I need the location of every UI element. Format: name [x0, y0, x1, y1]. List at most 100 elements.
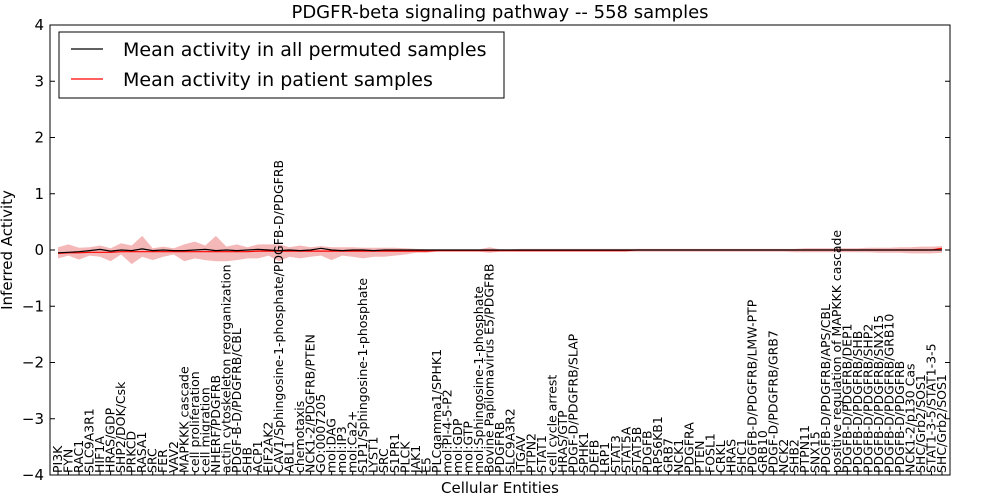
- category-label: RAC1: [71, 440, 86, 473]
- y-axis-ticks: −4 −3 −2 −1 0 1 2 3 4: [22, 16, 950, 484]
- category-label: PRKCD: [124, 431, 139, 473]
- category-label: PDGFB-D/PDGFRB/GRB10: [881, 314, 896, 473]
- x-axis-ticks: [57, 471, 943, 475]
- category-label: PDGF-B-D/PDGFRB/CBL: [229, 328, 244, 473]
- category-label: LYST1: [366, 437, 381, 473]
- y-axis-label: Inferred Activity: [0, 190, 16, 310]
- category-label: SNX15: [808, 431, 823, 473]
- y-tick-label: −3: [22, 410, 44, 428]
- category-label: HRAS: [724, 439, 739, 473]
- category-label: PDGFB: [639, 430, 654, 473]
- category-label: PDGFB-D/PDGFRB/SHB: [850, 331, 865, 473]
- category-label: PDGF-D/PDGFRB/GRB7: [766, 330, 781, 473]
- category-label: SLC9A3R1: [82, 408, 97, 473]
- category-label: mol:Ca2+: [345, 411, 360, 473]
- category-label: STAT3: [608, 435, 623, 473]
- category-label: ITGAV: [513, 435, 528, 473]
- category-label: JAK1: [408, 445, 423, 474]
- category-label: PLCK: [397, 441, 412, 473]
- series-lines: [57, 247, 943, 254]
- category-label: STAT5B: [629, 427, 644, 473]
- category-label: DEFB: [587, 440, 602, 473]
- category-label: STAT1: [534, 435, 549, 473]
- category-label: mol:Sphingosine-1-phosphate: [471, 286, 486, 473]
- category-label: SHC1: [734, 439, 749, 473]
- category-label: PDGFB-D/PDGFRB: [892, 361, 907, 473]
- category-labels: PI3KFYNRAC1SLC9A3R1HIF1AHRAS/GDPSHP2/DOK…: [50, 160, 949, 474]
- y-tick-label: 4: [34, 16, 44, 34]
- category-label: HRAS/GTP: [555, 410, 570, 473]
- legend-label-patient: Mean activity in patient samples: [123, 69, 433, 91]
- category-label: SPHK1: [576, 432, 591, 473]
- category-label: EIF2AK2: [261, 422, 276, 473]
- category-label: SHB: [239, 447, 254, 473]
- category-label: SHP2/DOK/Csk: [113, 381, 128, 473]
- category-label: actin cytoskeleton reorganization: [218, 264, 233, 473]
- category-label: SHB2: [787, 439, 802, 473]
- category-label: SHC/Grb2/SOS1: [934, 374, 949, 473]
- category-label: S1PR1: [387, 433, 402, 473]
- category-label: GO:0007205: [313, 394, 328, 473]
- category-label: mol:GTP: [460, 421, 475, 473]
- category-label: STAT1-3-5/STAT1-3-5: [924, 343, 939, 473]
- y-tick-label: −2: [22, 354, 44, 372]
- category-label: PDGFB-D/PDGFRB/LMW-PTP: [745, 299, 760, 473]
- category-label: NCK1-2/p130 Cas: [902, 363, 917, 473]
- chart-title: PDGFR-beta signaling pathway -- 558 samp…: [291, 2, 708, 23]
- y-tick-label: 0: [34, 241, 44, 259]
- category-label: PI3K: [50, 445, 65, 473]
- category-label: STAT5A: [618, 426, 633, 473]
- category-label: LRP1: [597, 442, 612, 473]
- category-label: VAV2: [166, 441, 181, 473]
- category-label: PTPN11: [797, 425, 812, 473]
- legend-box: [58, 31, 505, 99]
- category-label: ACP1: [250, 440, 265, 473]
- category-label: SRC: [376, 448, 391, 473]
- category-label: PDGF-D/PDGFRB/SLAP: [566, 333, 581, 473]
- category-label: mol:IP3: [334, 426, 349, 473]
- category-label: GRB7: [660, 438, 675, 473]
- category-label: PDGFRA: [681, 422, 696, 473]
- category-label: Bovine Papilomavirus E5/PDGFRB: [482, 264, 497, 473]
- category-label: NHERF/PDGFRB: [208, 375, 223, 473]
- category-label: PDGFB-D/PDGFRB/SHP2: [860, 324, 875, 473]
- category-label: cell migration: [197, 387, 212, 473]
- category-label: SRC: [145, 448, 160, 473]
- category-label: mol:PI-4-5-P2: [439, 389, 454, 473]
- category-label: mol:GDP: [450, 418, 465, 473]
- category-label: cell proliferation: [187, 371, 202, 473]
- category-label: PTPN2: [524, 433, 539, 473]
- category-label: PDGFRB: [492, 422, 507, 473]
- category-label: HRAS/GDP: [103, 407, 118, 473]
- y-tick-label: 3: [34, 72, 44, 90]
- x-axis-label: Cellular Entities: [441, 479, 559, 497]
- category-label: FYN: [61, 449, 76, 473]
- category-label: HIF1A: [92, 436, 107, 473]
- category-label: PTEN: [692, 441, 707, 473]
- category-label: cell cycle arrest: [545, 375, 560, 473]
- category-label: ABL1: [282, 441, 297, 473]
- category-label: PDGFB-D/PDGFRB/APS/CBL: [818, 304, 833, 473]
- legend: Mean activity in all permuted samples Me…: [58, 31, 505, 99]
- category-label: PDGFB-D/PDGFRB/SNX15: [871, 315, 886, 473]
- category-label: mol:DAG: [324, 418, 339, 473]
- series-line: [57, 247, 942, 254]
- plot-frame: [49, 24, 951, 476]
- category-label: positive regulation of MAPKKK cascade: [829, 230, 844, 473]
- category-label: CAV1/Sphingosine-1-phosphate/PDGFB-D/PDG…: [271, 160, 286, 473]
- category-label: PDGFB-D/PDGFRB/DEP1: [839, 324, 854, 474]
- legend-label-permuted: Mean activity in all permuted samples: [123, 39, 486, 61]
- category-label: FER: [155, 449, 170, 473]
- category-label: E5: [418, 457, 433, 473]
- category-label: CRKL: [713, 440, 728, 473]
- category-label: S1P1/Sphingosine-1-phosphate: [355, 278, 370, 473]
- y-tick-label: 1: [34, 185, 44, 203]
- category-label: NCK2: [776, 439, 791, 473]
- category-label: RASA1: [134, 432, 149, 473]
- y-tick-label: −1: [22, 297, 44, 315]
- category-label: chemotaxis: [292, 401, 307, 473]
- category-label: PLCgamma1/SPHK1: [429, 349, 444, 473]
- category-label: NCK1-2/PDGFRB/PTEN: [303, 334, 318, 473]
- category-label: GRB10: [755, 430, 770, 473]
